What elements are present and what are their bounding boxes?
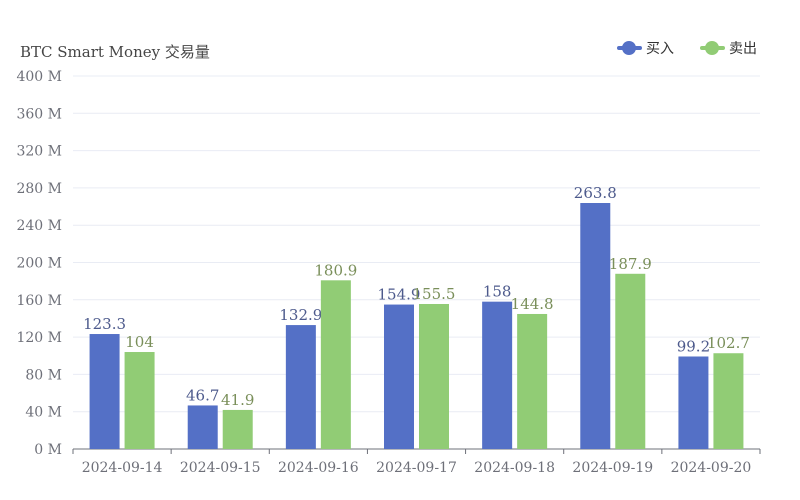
legend-buy-label: 买入 bbox=[646, 41, 674, 57]
bar-sell bbox=[419, 303, 449, 449]
data-label: 99.2 bbox=[677, 337, 710, 355]
legend-buy-marker bbox=[617, 41, 642, 55]
data-label: 144.8 bbox=[511, 295, 554, 313]
bar-buy bbox=[89, 334, 120, 449]
y-tick-label: 40 M bbox=[25, 405, 62, 421]
x-tick-label: 2024-09-20 bbox=[671, 460, 752, 476]
x-tick-label: 2024-09-16 bbox=[278, 460, 359, 476]
data-label: 263.8 bbox=[574, 184, 617, 202]
bar-sell bbox=[615, 273, 646, 449]
data-label: 132.9 bbox=[279, 306, 322, 324]
y-tick-label: 80 M bbox=[25, 367, 62, 383]
y-tick-label: 240 M bbox=[16, 218, 62, 234]
x-tick-label: 2024-09-17 bbox=[376, 460, 457, 476]
bar-sell bbox=[320, 280, 351, 449]
y-tick-label: 360 M bbox=[16, 106, 62, 122]
bar-buy bbox=[482, 301, 513, 449]
chart-title: BTC Smart Money 交易量 bbox=[20, 43, 210, 61]
legend-sell-label: 卖出 bbox=[729, 41, 757, 57]
x-tick-label: 2024-09-18 bbox=[474, 460, 555, 476]
bar-sell bbox=[124, 352, 155, 449]
data-label: 104 bbox=[125, 333, 154, 351]
data-label: 41.9 bbox=[221, 391, 254, 409]
x-tick-label: 2024-09-15 bbox=[180, 460, 261, 476]
data-label: 154.9 bbox=[378, 286, 421, 304]
legend-item-buy[interactable]: 买入 bbox=[617, 38, 674, 58]
bar-sell bbox=[222, 409, 253, 449]
bar-buy bbox=[285, 325, 316, 449]
y-tick-label: 280 M bbox=[16, 181, 62, 197]
y-tick-label: 120 M bbox=[16, 330, 62, 346]
data-label: 46.7 bbox=[186, 386, 219, 404]
y-tick-label: 0 M bbox=[34, 442, 62, 458]
x-tick-label: 2024-09-19 bbox=[572, 460, 653, 476]
x-tick-label: 2024-09-14 bbox=[82, 460, 163, 476]
y-tick-label: 320 M bbox=[16, 144, 62, 160]
data-label: 155.5 bbox=[413, 285, 456, 303]
bar-buy bbox=[187, 405, 218, 449]
legend-item-sell[interactable]: 卖出 bbox=[700, 38, 757, 58]
data-label: 123.3 bbox=[83, 315, 126, 333]
legend-sell-marker bbox=[700, 41, 725, 55]
bar-buy bbox=[580, 203, 611, 449]
y-tick-label: 200 M bbox=[16, 256, 62, 272]
bar-buy bbox=[384, 304, 414, 449]
data-label: 187.9 bbox=[609, 255, 652, 273]
bar-buy bbox=[678, 356, 709, 449]
y-tick-label: 160 M bbox=[16, 293, 62, 309]
data-label: 180.9 bbox=[314, 261, 357, 279]
y-tick-label: 400 M bbox=[16, 69, 62, 85]
data-label: 158 bbox=[483, 283, 512, 301]
bar-sell bbox=[713, 353, 744, 449]
bar-sell bbox=[517, 313, 548, 449]
data-label: 102.7 bbox=[707, 334, 750, 352]
